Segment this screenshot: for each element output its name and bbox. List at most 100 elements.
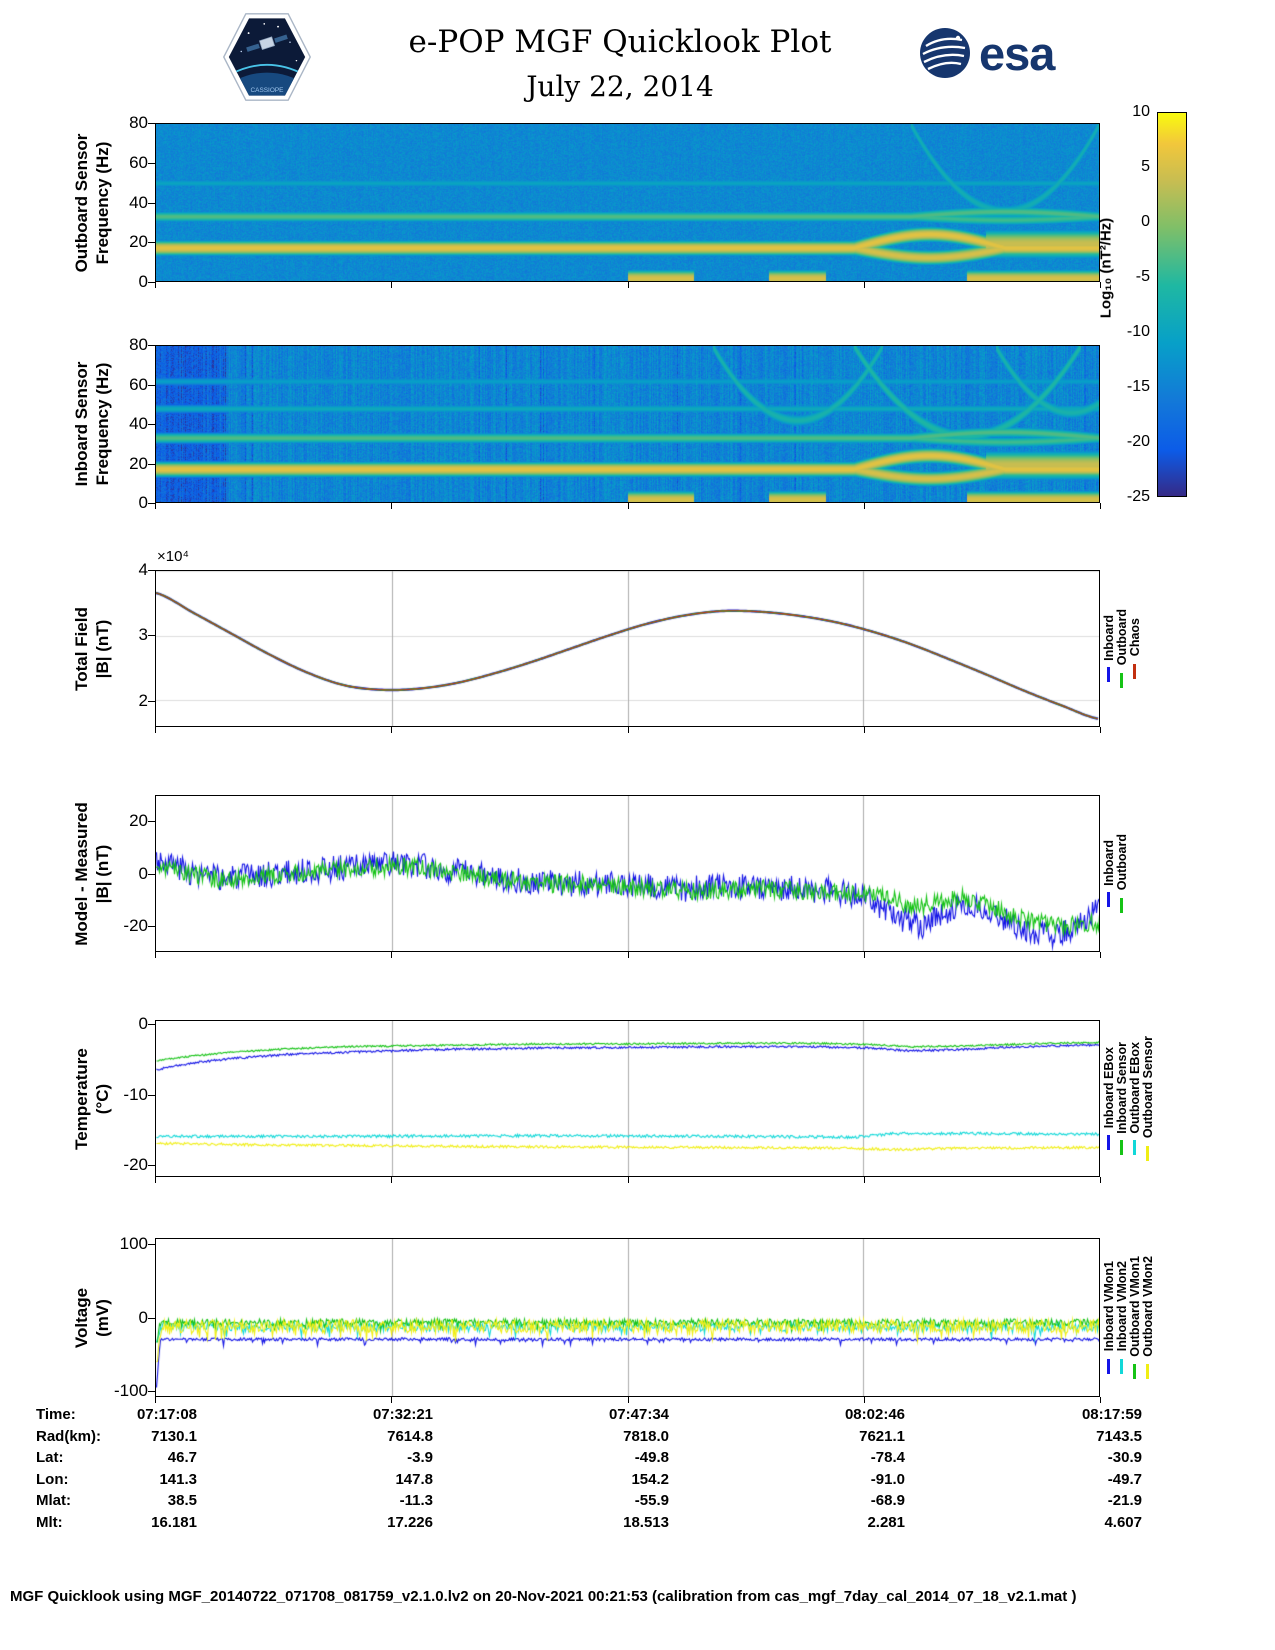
legend-item-outboard-vmon2: Outboard VMon2 <box>1140 1256 1155 1379</box>
voltage-canvas <box>156 1239 1099 1396</box>
y-tick-label: 80 <box>129 335 148 354</box>
legend-color-dash-inboard <box>1107 892 1110 908</box>
table-cell: 7130.1 <box>151 1427 197 1445</box>
legend-item-inboard-vmon1: Inboard VMon1 <box>1102 1261 1116 1374</box>
x-tick-mark <box>155 503 156 509</box>
table-cell: -11.3 <box>399 1492 433 1509</box>
legend-total-field: Inboard Outboard Chaos <box>1102 570 1142 727</box>
y-tick-label: 80 <box>129 113 148 132</box>
footer-caption: MGF Quicklook using MGF_20140722_071708_… <box>10 1588 1077 1605</box>
y-tick-label: 0 <box>138 1014 148 1034</box>
table-cell: -30.9 <box>1107 1449 1142 1466</box>
table-row-label-lon-: Lon: <box>36 1470 69 1488</box>
x-tick-mark <box>155 1177 156 1183</box>
colorbar-tick-label: -15 <box>1126 378 1150 395</box>
table-cell: -68.9 <box>870 1492 905 1509</box>
y-tick-label: 2 <box>138 690 148 710</box>
legend-item-outboard: Outboard <box>1115 834 1129 913</box>
legend-color-dash-chaos <box>1133 663 1136 679</box>
y-tick-mark <box>148 701 155 702</box>
x-tick-mark <box>1100 282 1101 288</box>
esa-logo: esa <box>918 26 1055 80</box>
y-tick-mark <box>148 424 155 425</box>
legend-item-inboard-ebox: Inboard EBox <box>1101 1046 1116 1151</box>
y-tick-mark <box>148 464 155 465</box>
x-tick-mark <box>628 503 629 509</box>
cassiope-mission-patch: CASSIOPE <box>222 13 312 101</box>
y-tick-mark <box>148 503 155 504</box>
table-cell: 7143.5 <box>1096 1427 1142 1445</box>
y-tick-mark <box>148 635 155 636</box>
y-tick-label: -20 <box>123 915 148 935</box>
table-cell: -49.8 <box>634 1449 669 1466</box>
legend-color-dash-outboard-vmon2 <box>1146 1363 1149 1379</box>
esa-wordmark: esa <box>979 26 1055 80</box>
y-tick-label: 100 <box>119 1233 148 1253</box>
y-tick-mark <box>148 163 155 164</box>
y-tick-label: -20 <box>123 1155 148 1175</box>
y-tick-label: -10 <box>123 1084 148 1104</box>
y-tick-label: 0 <box>138 272 148 291</box>
legend-label-inboard-ebox: Inboard EBox <box>1101 1046 1116 1129</box>
x-tick-mark <box>628 1177 629 1183</box>
legend-color-dash-inboard-vmon1 <box>1107 1358 1110 1374</box>
legend-model-minus-measured: Inboard Outboard <box>1102 795 1129 952</box>
panel-voltage <box>155 1238 1100 1397</box>
legend-item-outboard-vmon1: Outboard VMon1 <box>1128 1256 1142 1379</box>
panel-inboard-spectrogram <box>155 345 1100 503</box>
y-axis-exponent: ×10⁴ <box>157 548 189 565</box>
x-tick-mark <box>864 727 865 733</box>
legend-voltage: Inboard VMon1 Inboard VMon2 Outboard VMon1… <box>1102 1238 1155 1397</box>
y-tick-label: 4 <box>138 560 148 579</box>
x-tick-mark <box>391 952 392 958</box>
legend-label-outboard: Outboard <box>1114 609 1129 666</box>
table-row-label-mlat-: Mlat: <box>36 1492 71 1509</box>
table-cell: 07:17:08 <box>136 1406 197 1423</box>
x-tick-mark <box>628 727 629 733</box>
x-tick-mark <box>628 1397 629 1403</box>
x-tick-mark <box>628 952 629 958</box>
legend-label-outboard-sensor: Outboard Sensor <box>1140 1036 1155 1139</box>
inboard-spectrogram-canvas <box>156 346 1099 502</box>
legend-label-outboard-vmon2: Outboard VMon2 <box>1140 1256 1155 1357</box>
model-minus-measured-canvas <box>156 796 1099 951</box>
legend-temperature: Inboard EBox Inboard Sensor Outboard EBox O… <box>1101 1020 1155 1177</box>
legend-label-inboard-vmon2: Inboard VMon2 <box>1114 1261 1129 1352</box>
x-tick-mark <box>391 1397 392 1403</box>
y-tick-mark <box>148 926 155 927</box>
y-tick-mark <box>148 203 155 204</box>
y-tick-label: 3 <box>138 625 148 645</box>
legend-item-outboard: Outboard <box>1114 609 1129 688</box>
legend-item-chaos: Chaos <box>1128 618 1142 679</box>
table-cell: 147.8 <box>395 1470 433 1488</box>
y-tick-mark <box>148 1095 155 1096</box>
table-cell: 38.5 <box>167 1492 197 1509</box>
y-tick-label: 20 <box>129 811 148 831</box>
x-tick-mark <box>864 1177 865 1183</box>
x-tick-mark <box>1100 503 1101 509</box>
legend-item-inboard-sensor: Inboard Sensor <box>1114 1041 1129 1156</box>
colorbar-tick-label: -25 <box>1126 488 1150 505</box>
table-cell: -21.9 <box>1107 1492 1142 1509</box>
satellite-icon <box>246 34 288 52</box>
aurora-arc <box>229 64 305 76</box>
y-tick-label: 60 <box>129 374 148 394</box>
outboard-spectrogram-canvas <box>156 124 1099 281</box>
table-cell: 08:17:59 <box>1081 1406 1142 1423</box>
colorbar-tick-label: 0 <box>1141 213 1150 230</box>
x-tick-mark <box>864 952 865 958</box>
table-cell: 46.7 <box>167 1449 197 1466</box>
x-tick-mark <box>864 503 865 509</box>
table-cell: -49.7 <box>1107 1470 1142 1488</box>
y-tick-mark <box>148 1318 155 1319</box>
page-date: July 22, 2014 <box>526 70 714 103</box>
colorbar-tick-label: -10 <box>1126 323 1150 340</box>
x-tick-mark <box>1100 952 1101 958</box>
legend-label-inboard-sensor: Inboard Sensor <box>1114 1041 1129 1134</box>
x-tick-mark <box>155 1397 156 1403</box>
colorbar-tick-label: 10 <box>1132 103 1150 120</box>
table-cell: -55.9 <box>634 1492 669 1509</box>
panel-model-minus-measured <box>155 795 1100 952</box>
